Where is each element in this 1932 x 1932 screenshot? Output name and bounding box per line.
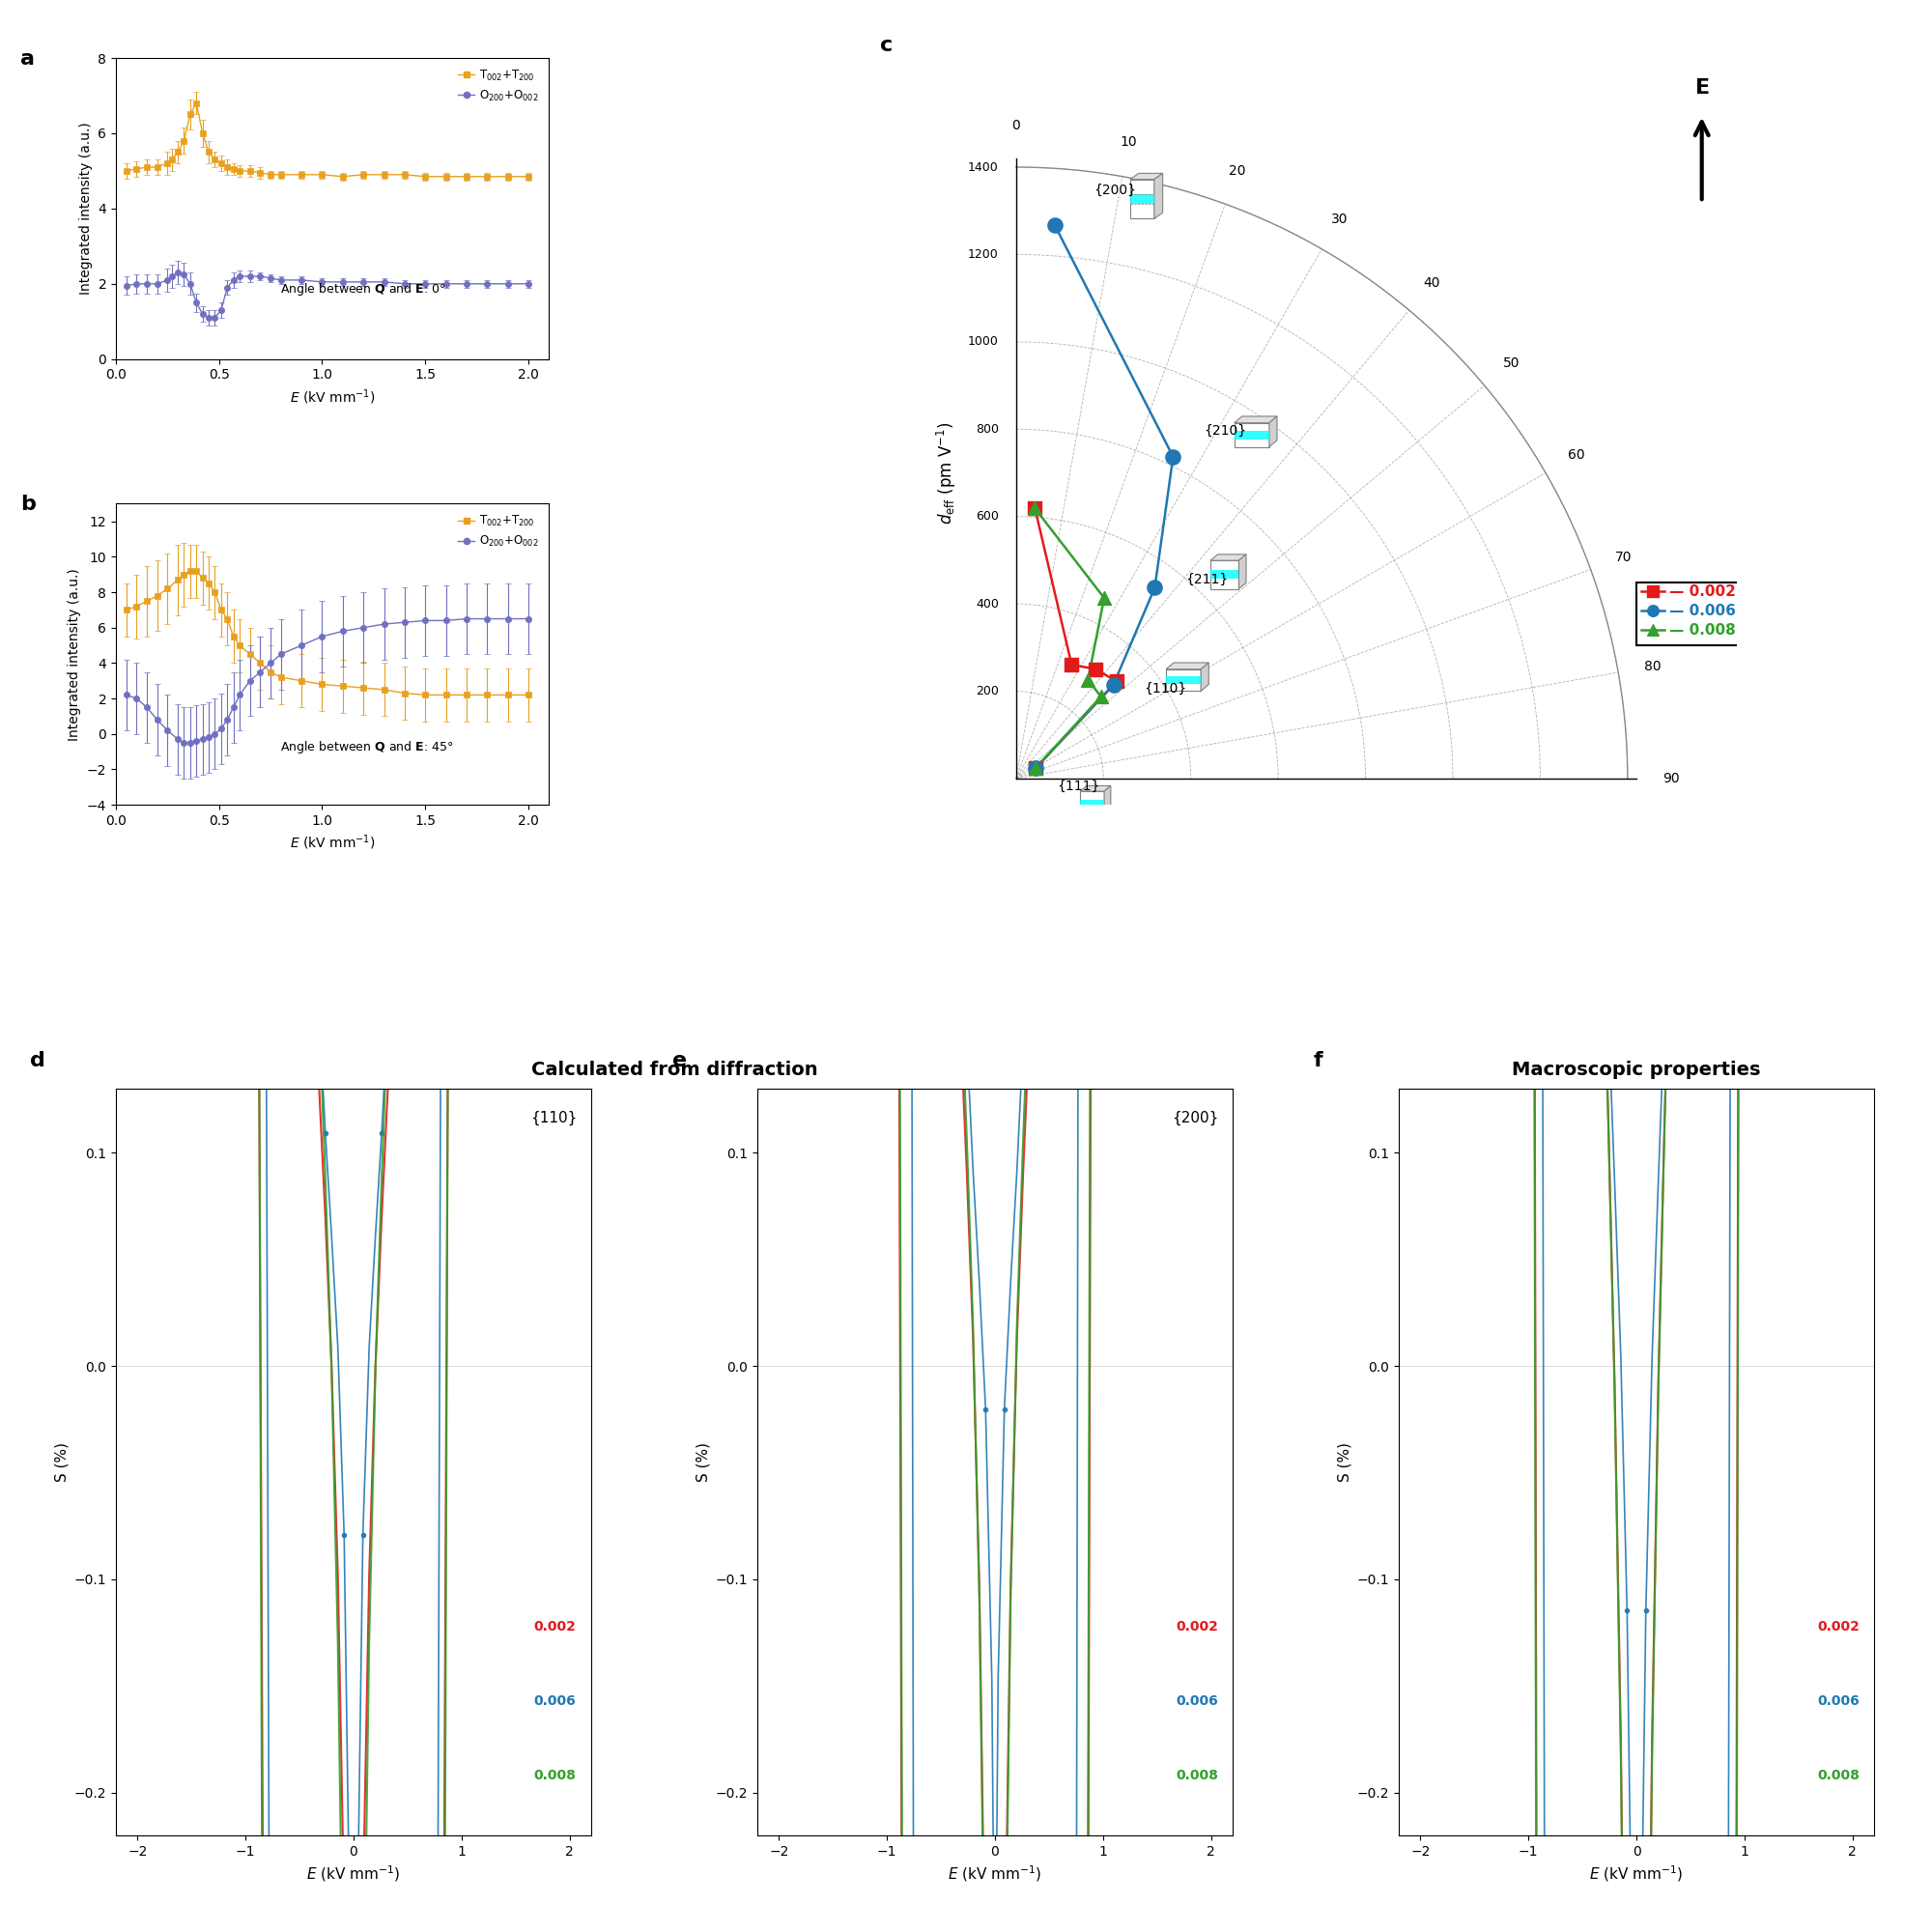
Text: — 0.008: — 0.008: [1669, 622, 1735, 638]
Point: [1057, 649, 1088, 680]
Polygon shape: [1153, 174, 1163, 218]
Text: Calculated from diffraction: Calculated from diffraction: [531, 1061, 817, 1078]
Text: 0.006: 0.006: [533, 1694, 576, 1708]
Text: 40: 40: [1424, 276, 1439, 290]
Point: [1039, 211, 1070, 242]
Y-axis label: Integrated intensity (a.u.): Integrated intensity (a.u.): [79, 122, 93, 296]
Point: [1097, 668, 1128, 699]
Point: [1080, 653, 1111, 684]
Text: f: f: [1314, 1051, 1323, 1070]
Text: 0.006: 0.006: [1175, 1694, 1217, 1708]
Y-axis label: S (%): S (%): [54, 1441, 70, 1482]
Polygon shape: [1165, 668, 1202, 692]
Text: {110}: {110}: [1144, 682, 1186, 696]
Text: 50: 50: [1503, 355, 1520, 369]
Text: 70: 70: [1615, 551, 1633, 564]
Text: 60: 60: [1567, 448, 1584, 462]
Text: a: a: [21, 48, 35, 68]
Text: 1400: 1400: [968, 160, 999, 174]
Text: {111}: {111}: [1057, 779, 1099, 792]
Text: 0: 0: [1012, 118, 1020, 131]
Point: [1020, 753, 1051, 784]
Text: Macroscopic properties: Macroscopic properties: [1513, 1061, 1760, 1078]
FancyBboxPatch shape: [1636, 582, 1741, 645]
Polygon shape: [1211, 560, 1238, 589]
Point: [1638, 614, 1669, 645]
Polygon shape: [1235, 415, 1277, 423]
Text: 0.008: 0.008: [533, 1770, 576, 1783]
Polygon shape: [1269, 415, 1277, 446]
Point: [1020, 493, 1051, 524]
Text: — 0.006: — 0.006: [1669, 603, 1735, 618]
Text: 0.006: 0.006: [1816, 1694, 1859, 1708]
Polygon shape: [1211, 554, 1246, 560]
Polygon shape: [1130, 180, 1153, 218]
Text: 0.002: 0.002: [1816, 1619, 1859, 1633]
Text: {210}: {210}: [1204, 423, 1246, 437]
Point: [1020, 753, 1051, 784]
Text: {110}: {110}: [529, 1111, 578, 1126]
Polygon shape: [1235, 423, 1269, 446]
Text: {200}: {200}: [1094, 184, 1136, 197]
Point: [1086, 682, 1117, 713]
Text: 0.002: 0.002: [533, 1619, 576, 1633]
Text: $\mathbf{E}$: $\mathbf{E}$: [1694, 77, 1710, 97]
Polygon shape: [1080, 786, 1111, 792]
X-axis label: $E$ (kV mm$^{-1}$): $E$ (kV mm$^{-1}$): [949, 1864, 1041, 1884]
Text: 600: 600: [976, 510, 999, 524]
Legend: T$_{002}$+T$_{200}$, O$_{200}$+O$_{002}$: T$_{002}$+T$_{200}$, O$_{200}$+O$_{002}$: [452, 64, 543, 108]
Text: Angle between $\mathbf{Q}$ and $\mathbf{E}$: 45°: Angle between $\mathbf{Q}$ and $\mathbf{…: [280, 738, 454, 755]
Polygon shape: [1165, 663, 1209, 668]
X-axis label: $E$ (kV mm$^{-1}$): $E$ (kV mm$^{-1}$): [290, 388, 375, 406]
Text: d: d: [31, 1051, 46, 1070]
Polygon shape: [1080, 800, 1105, 808]
Text: $d_{\mathrm{eff}}$ (pm V$^{-1}$): $d_{\mathrm{eff}}$ (pm V$^{-1}$): [935, 421, 958, 524]
Polygon shape: [1080, 792, 1105, 815]
Text: 10: 10: [1121, 135, 1136, 149]
Text: 90: 90: [1662, 771, 1679, 784]
Text: Angle between $\mathbf{Q}$ and $\mathbf{E}$: 0°: Angle between $\mathbf{Q}$ and $\mathbf{…: [280, 282, 446, 298]
Text: 200: 200: [976, 686, 999, 697]
Y-axis label: Integrated intensity (a.u.): Integrated intensity (a.u.): [68, 568, 81, 740]
Polygon shape: [1130, 174, 1163, 180]
Text: b: b: [21, 495, 37, 514]
Legend: T$_{002}$+T$_{200}$, O$_{200}$+O$_{002}$: T$_{002}$+T$_{200}$, O$_{200}$+O$_{002}$: [452, 510, 543, 553]
Text: 1000: 1000: [968, 336, 999, 348]
Y-axis label: S (%): S (%): [696, 1441, 711, 1482]
Text: 0.008: 0.008: [1175, 1770, 1217, 1783]
Point: [1157, 440, 1188, 471]
Text: c: c: [881, 35, 893, 54]
Point: [1101, 667, 1132, 697]
Text: 30: 30: [1331, 213, 1349, 226]
Point: [1638, 576, 1669, 607]
Text: 400: 400: [976, 597, 999, 611]
Polygon shape: [1235, 431, 1269, 439]
Point: [1020, 753, 1051, 784]
Text: 0.002: 0.002: [1175, 1619, 1217, 1633]
Text: {211}: {211}: [1186, 572, 1229, 585]
Text: 0.008: 0.008: [1816, 1770, 1859, 1783]
Text: {200}: {200}: [1171, 1111, 1219, 1126]
Y-axis label: S (%): S (%): [1337, 1441, 1352, 1482]
Polygon shape: [1238, 554, 1246, 589]
Point: [1090, 583, 1121, 614]
Text: 20: 20: [1229, 164, 1246, 178]
Text: — 0.002: — 0.002: [1669, 583, 1735, 599]
Polygon shape: [1202, 663, 1209, 692]
Polygon shape: [1105, 786, 1111, 815]
X-axis label: $E$ (kV mm$^{-1}$): $E$ (kV mm$^{-1}$): [1590, 1864, 1683, 1884]
Point: [1072, 665, 1103, 696]
Text: e: e: [672, 1051, 686, 1070]
Point: [1020, 493, 1051, 524]
Text: 80: 80: [1644, 659, 1662, 672]
Polygon shape: [1130, 193, 1153, 205]
Point: [1638, 595, 1669, 626]
X-axis label: $E$ (kV mm$^{-1}$): $E$ (kV mm$^{-1}$): [307, 1864, 400, 1884]
Text: 800: 800: [976, 423, 999, 435]
Polygon shape: [1165, 676, 1202, 684]
Polygon shape: [1211, 570, 1238, 580]
Text: 1200: 1200: [968, 247, 999, 261]
X-axis label: $E$ (kV mm$^{-1}$): $E$ (kV mm$^{-1}$): [290, 833, 375, 852]
Point: [1140, 572, 1171, 603]
